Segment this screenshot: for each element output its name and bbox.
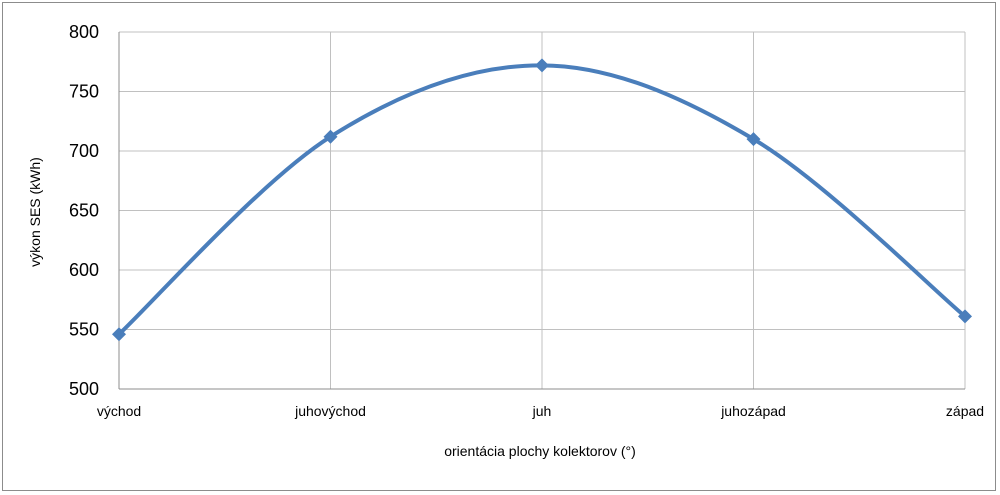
y-tick-label: 800: [69, 22, 99, 42]
x-tick-label: západ: [946, 403, 984, 419]
data-point-marker: [323, 129, 338, 144]
x-tick-label: juhozápad: [720, 403, 786, 419]
series-layer: [112, 58, 972, 342]
y-axis-title: výkon SES (kWh): [27, 157, 43, 267]
data-point-marker: [746, 132, 761, 147]
y-tick-label: 500: [69, 379, 99, 399]
y-tick-label: 600: [69, 260, 99, 280]
grid-layer: [119, 31, 966, 390]
x-tick-label: juh: [532, 403, 552, 419]
data-point-marker: [535, 58, 549, 73]
y-tick-label: 700: [69, 141, 99, 161]
label-layer: 500 550 600 650 700 750 800 východ juhovýchod juh…: [69, 22, 984, 419]
x-axis-title: orientácia plochy kolektorov (°): [444, 443, 636, 459]
data-point-marker: [112, 327, 126, 342]
y-tick-label: 550: [69, 320, 99, 340]
y-tick-label: 650: [69, 201, 99, 221]
x-tick-label: juhovýchod: [294, 403, 366, 419]
x-tick-label: východ: [97, 403, 141, 419]
data-point-marker: [958, 309, 972, 324]
y-tick-label: 750: [69, 82, 99, 102]
